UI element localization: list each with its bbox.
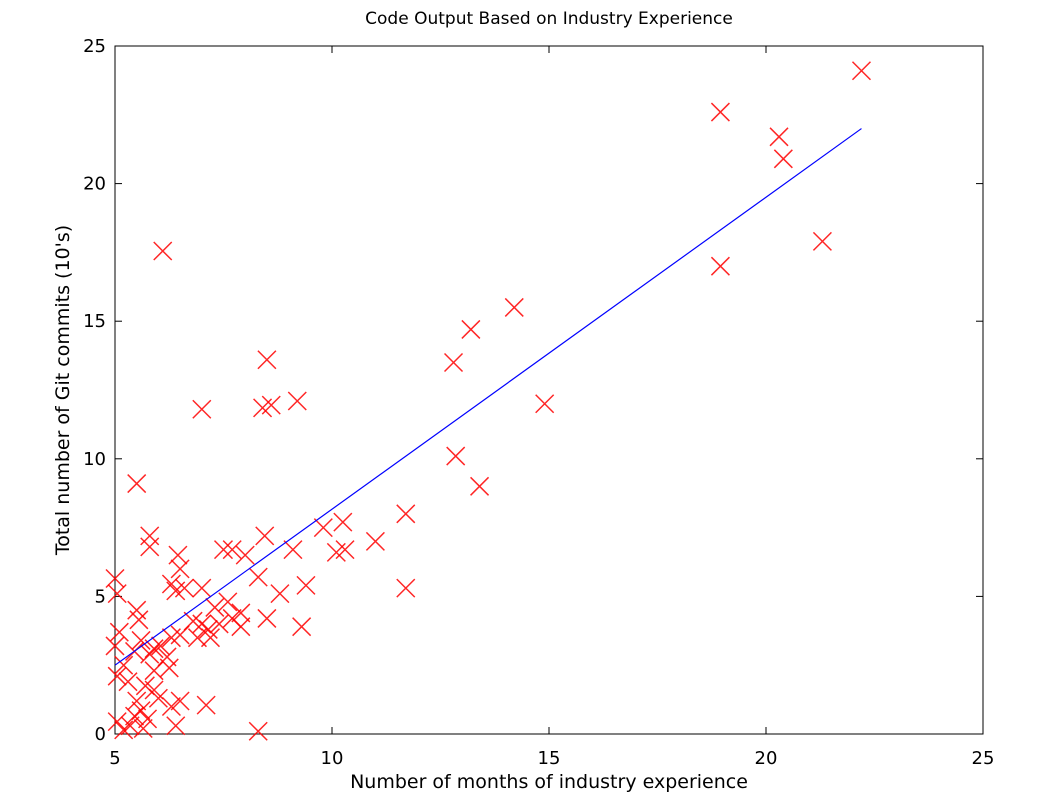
scatter-point <box>153 241 173 261</box>
x-axis-label: Number of months of industry experience <box>350 771 748 793</box>
scatter-point <box>253 398 273 418</box>
scatter-point <box>248 721 268 741</box>
scatter-point <box>107 666 127 686</box>
scatter-point <box>120 716 140 736</box>
scatter-point <box>187 628 207 648</box>
scatter-point <box>205 597 225 617</box>
y-tick-label: 15 <box>83 311 106 332</box>
scatter-point <box>209 614 229 634</box>
scatter-point <box>396 578 416 598</box>
scatter-point <box>140 537 160 557</box>
y-tick-label: 20 <box>83 174 106 195</box>
scatter-point <box>231 617 251 637</box>
scatter-point <box>192 399 212 419</box>
scatter-point <box>313 518 333 538</box>
scatter-point <box>446 446 466 466</box>
scatter-point <box>296 575 316 595</box>
scatter-point <box>231 603 251 623</box>
x-tick-label: 20 <box>755 748 778 769</box>
y-tick-label: 10 <box>83 449 106 470</box>
y-tick-label: 25 <box>83 36 106 57</box>
x-tick-label: 5 <box>109 748 120 769</box>
scatter-point <box>140 644 160 664</box>
scatter-point <box>812 231 832 251</box>
x-tick-label: 25 <box>972 748 995 769</box>
y-axis-label: Total number of Git commits (10's) <box>52 225 74 556</box>
x-tick-label: 10 <box>321 748 344 769</box>
scatter-point <box>196 695 216 715</box>
scatter-point <box>192 614 212 634</box>
data-marks <box>105 61 872 741</box>
scatter-point <box>470 476 490 496</box>
scatter-point <box>131 630 151 650</box>
scatter-point <box>192 578 212 598</box>
scatter-point <box>365 531 385 551</box>
scatter-point <box>283 540 303 560</box>
fit-line <box>114 128 862 666</box>
scatter-point <box>292 617 312 637</box>
scatter-point <box>287 391 307 411</box>
scatter-point <box>170 559 190 579</box>
scatter-point <box>170 625 190 645</box>
scatter-point <box>118 672 138 692</box>
scatter-point <box>461 319 481 339</box>
scatter-point <box>144 639 164 659</box>
scatter-point <box>161 696 181 717</box>
scatter-point <box>773 149 793 169</box>
scatter-point <box>710 102 730 122</box>
scatter-point <box>535 394 555 414</box>
scatter-point <box>105 636 125 656</box>
scatter-point <box>114 655 134 675</box>
scatter-point <box>255 526 275 546</box>
scatter-point <box>235 545 255 565</box>
y-tick-label: 0 <box>95 724 106 745</box>
scatter-point <box>138 709 158 729</box>
scatter-point <box>174 578 194 598</box>
scatter-point <box>326 542 346 562</box>
scatter-point <box>257 608 277 628</box>
scatter-point <box>504 297 524 317</box>
scatter-point <box>166 716 186 736</box>
scatter-point <box>170 691 190 711</box>
scatter-point <box>396 504 416 524</box>
scatter-point <box>851 61 872 81</box>
scatter-point <box>769 127 789 147</box>
scatter-point <box>148 688 168 708</box>
scatter-point <box>257 350 277 370</box>
scatter-point <box>133 718 153 739</box>
scatter-point <box>270 584 290 604</box>
scatter-point <box>114 720 134 740</box>
scatter-point <box>443 352 464 373</box>
scatter-point <box>107 712 127 732</box>
x-tick-label: 15 <box>538 748 561 769</box>
scatter-point <box>333 512 353 532</box>
scatter-point <box>213 540 234 560</box>
scatter-point <box>222 540 242 560</box>
scatter-point <box>159 658 179 678</box>
scatter-point <box>107 584 127 604</box>
scatter-point <box>127 474 147 494</box>
scatter-point <box>129 610 149 630</box>
scatter-point <box>218 592 238 612</box>
scatter-point <box>248 567 268 587</box>
y-tick-label: 5 <box>95 586 106 607</box>
scatter-point <box>151 636 171 656</box>
chart-title: Code Output Based on Industry Experience <box>365 9 733 29</box>
scatter-point <box>124 706 145 726</box>
scatter-point <box>109 622 129 642</box>
scatter-point <box>140 526 160 546</box>
scatter-point <box>710 256 730 276</box>
